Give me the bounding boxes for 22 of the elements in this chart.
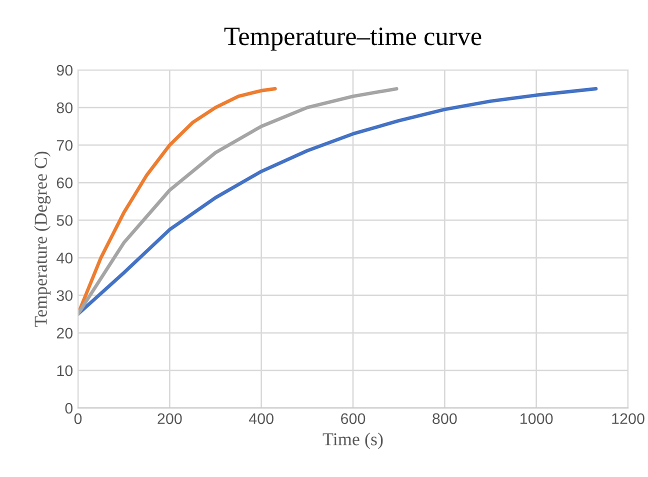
- x-axis-title: Time (s): [322, 432, 383, 450]
- y-tick-label: 30: [56, 290, 73, 302]
- x-tick-label: 1200: [612, 413, 644, 424]
- y-tick-label: 10: [57, 365, 73, 376]
- line-series: [78, 87, 398, 316]
- x-tick-label: 200: [158, 413, 182, 424]
- y-tick-label: 50: [56, 215, 73, 226]
- y-tick-label: 20: [56, 328, 73, 339]
- line-series: [78, 87, 598, 316]
- y-tick-label: 60: [56, 178, 73, 188]
- x-tick-label: 600: [341, 413, 366, 424]
- y-axis-title: Temperature (Degree C): [34, 152, 51, 327]
- y-tick-label: 70: [56, 140, 73, 151]
- y-tick-label: 0: [65, 402, 73, 414]
- x-tick-label: 800: [432, 413, 457, 424]
- y-tick-label: 90: [56, 64, 73, 76]
- x-tick-label: 0: [74, 413, 82, 424]
- y-tick-label: 40: [56, 252, 73, 264]
- x-tick-label: 400: [248, 413, 274, 424]
- x-tick-label: 1000: [520, 413, 553, 424]
- chart-title: Temperature–time curve: [224, 28, 482, 51]
- y-tick-label: 80: [56, 102, 73, 114]
